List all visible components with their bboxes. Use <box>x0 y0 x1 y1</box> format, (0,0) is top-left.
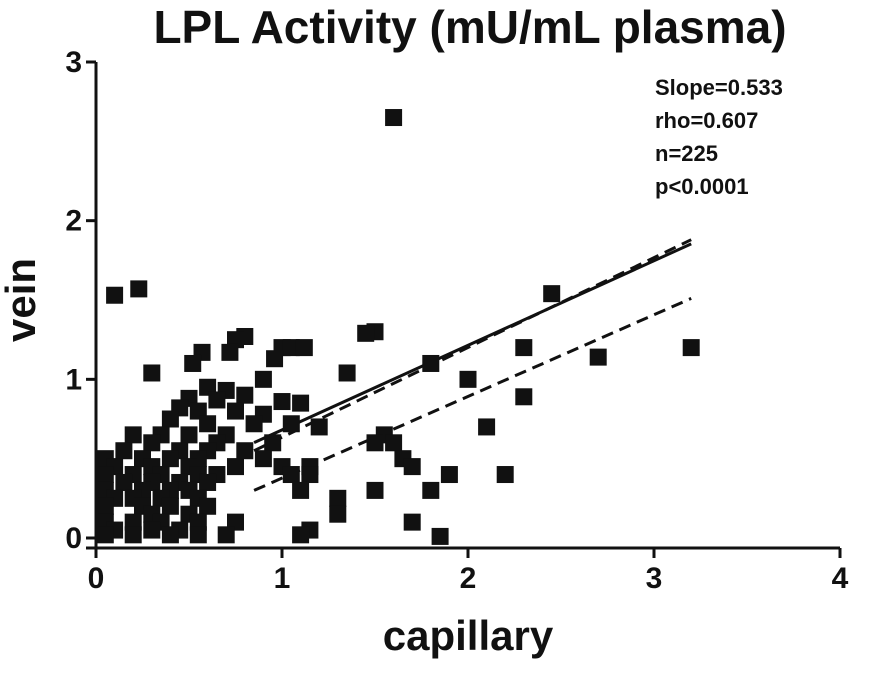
data-point <box>180 426 198 444</box>
data-point <box>115 473 133 491</box>
data-point <box>264 434 282 452</box>
data-point <box>217 526 235 544</box>
data-point <box>589 348 607 366</box>
data-point <box>301 466 319 484</box>
data-point <box>403 458 421 476</box>
data-point <box>143 434 161 452</box>
data-point <box>329 505 347 523</box>
data-point <box>515 339 533 357</box>
confidence-lower-line <box>253 297 692 492</box>
stats-annotation: Slope=0.533 rho=0.607 n=225 p<0.0001 <box>655 75 783 199</box>
regression-line <box>253 242 692 444</box>
data-point <box>357 324 375 342</box>
data-point <box>161 450 179 468</box>
data-point <box>236 386 254 404</box>
chart-title: LPL Activity (mU/mL plasma) <box>153 1 786 53</box>
data-point <box>292 394 310 412</box>
data-point <box>236 442 254 460</box>
stat-p: p<0.0001 <box>655 174 749 199</box>
data-points <box>96 109 700 545</box>
stat-rho: rho=0.607 <box>655 108 758 133</box>
data-point <box>143 364 161 382</box>
data-point <box>366 434 384 452</box>
data-point <box>496 466 514 484</box>
y-tick-label: 0 <box>65 522 82 555</box>
data-point <box>422 354 440 372</box>
data-point <box>329 489 347 507</box>
y-tick-label: 3 <box>65 46 82 79</box>
data-point <box>130 280 148 298</box>
data-point <box>282 415 300 433</box>
stat-slope: Slope=0.533 <box>655 75 783 100</box>
data-point <box>338 364 356 382</box>
data-point <box>515 388 533 406</box>
data-point <box>292 526 310 544</box>
data-point <box>282 339 300 357</box>
y-tick-label: 1 <box>65 363 82 396</box>
data-point <box>184 354 202 372</box>
data-point <box>366 481 384 499</box>
x-tick-label: 3 <box>646 562 663 595</box>
data-point <box>227 458 244 476</box>
x-tick-label: 4 <box>832 562 849 595</box>
data-point <box>124 526 142 544</box>
data-point <box>385 434 403 452</box>
confidence-upper-line <box>253 238 692 453</box>
data-point <box>227 402 244 420</box>
data-point <box>282 466 300 484</box>
data-point <box>161 526 179 544</box>
data-point <box>254 450 272 468</box>
data-point <box>245 415 263 433</box>
data-point <box>208 391 226 409</box>
data-point <box>292 481 310 499</box>
data-point <box>115 442 133 460</box>
data-point <box>385 109 403 127</box>
data-point <box>422 481 440 499</box>
y-tick-label: 2 <box>65 205 82 238</box>
data-point <box>161 497 179 515</box>
data-point <box>143 521 161 539</box>
data-point <box>266 350 284 368</box>
x-tick-label: 1 <box>274 562 291 595</box>
data-point <box>254 370 272 388</box>
data-point <box>161 410 179 428</box>
x-tick-label: 2 <box>460 562 477 595</box>
data-point <box>199 415 217 433</box>
data-point <box>295 339 313 357</box>
data-point <box>96 466 114 484</box>
data-point <box>96 497 114 515</box>
confidence-band <box>253 238 692 492</box>
data-point <box>96 526 114 544</box>
data-point <box>403 513 421 531</box>
axes: 0 1 2 3 0 1 2 3 4 <box>65 46 848 595</box>
data-point <box>310 418 328 436</box>
y-axis-label: vein <box>0 258 44 342</box>
regression-line-group <box>253 242 692 444</box>
data-point <box>199 497 217 515</box>
x-axis-label: capillary <box>383 612 554 659</box>
data-point <box>543 285 561 303</box>
data-point <box>221 343 239 361</box>
stat-n: n=225 <box>655 141 718 166</box>
data-point <box>106 286 124 304</box>
data-point <box>431 527 449 545</box>
data-point <box>440 466 458 484</box>
data-point <box>459 370 477 388</box>
data-point <box>682 339 700 357</box>
data-point <box>273 393 291 411</box>
data-point <box>124 426 142 444</box>
data-point <box>189 526 207 544</box>
data-point <box>199 473 217 491</box>
data-point <box>478 418 496 436</box>
x-tick-label: 0 <box>88 562 105 595</box>
